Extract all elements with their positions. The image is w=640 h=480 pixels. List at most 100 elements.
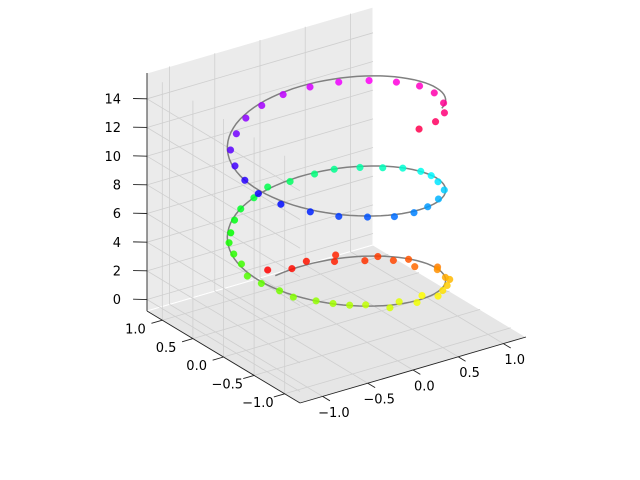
scatter-point: [250, 194, 258, 202]
scatter-point: [446, 275, 454, 284]
scatter-point: [356, 163, 364, 172]
y-tick-label: 0.0: [186, 359, 207, 374]
gridline-left-z: [146, 184, 301, 278]
scatter-point: [361, 257, 369, 265]
scatter-point: [415, 82, 424, 90]
scatter-point: [242, 114, 250, 122]
scatter-point: [330, 257, 339, 266]
scatter-point: [264, 266, 272, 274]
scatter-point: [346, 301, 354, 309]
scatter-point: [365, 76, 373, 85]
scatter-point: [258, 101, 266, 110]
scatter-point: [434, 292, 442, 300]
z-tick-label: 6: [113, 207, 121, 222]
gridline-back-z: [146, 61, 374, 128]
y-tick-mark: [273, 393, 285, 398]
scatter-point: [410, 209, 418, 217]
scatter-point: [227, 229, 235, 237]
scatter-point: [302, 257, 311, 265]
gridline-back-z: [146, 233, 374, 300]
scatter-point: [440, 186, 448, 194]
scatter-point: [415, 125, 423, 133]
z-tick-label: 12: [105, 121, 122, 136]
gridline-floor-y: [253, 309, 481, 376]
y-tick-label: 1.0: [125, 322, 146, 337]
gridline-back-z: [146, 32, 374, 100]
scatter-points: [225, 76, 454, 312]
scatter-point: [230, 216, 239, 224]
y-tick-mark: [181, 338, 194, 343]
scatter-point: [306, 208, 314, 216]
scatter-point: [386, 304, 394, 312]
gridline-back-z: [146, 175, 374, 243]
scatter-point: [413, 298, 421, 307]
gridline-left-z: [146, 270, 301, 364]
gridline-left-z: [146, 241, 301, 335]
x-tick-mark: [322, 396, 331, 402]
gridline-left-z: [146, 127, 301, 220]
x-tick-label: −0.5: [363, 393, 395, 408]
z-axis-ticks: 0 2 4 6 8 10 12 14: [105, 93, 148, 308]
scatter-point: [439, 286, 447, 295]
scatter-point: [430, 89, 438, 97]
scatter-point: [363, 213, 372, 221]
y-tick-mark: [151, 319, 163, 324]
gridline-left-z: [146, 213, 301, 306]
scatter-point: [404, 255, 413, 263]
scatter-point: [395, 298, 403, 306]
scatter-point: [237, 205, 245, 213]
scatter-point: [237, 260, 246, 268]
scatter-point: [226, 146, 235, 154]
y-tick-label: 0.5: [156, 341, 177, 356]
scatter-point: [306, 83, 314, 91]
x-tick-label: 0.5: [459, 366, 480, 381]
scatter-point: [443, 281, 451, 290]
x-tick-mark: [503, 343, 511, 349]
gridline-left-z: [146, 155, 301, 249]
scatter-point: [257, 279, 266, 288]
scatter-point: [440, 109, 449, 117]
scatter-point: [329, 299, 337, 308]
x-tick-label: 0.0: [414, 379, 435, 394]
scatter-point: [289, 293, 297, 301]
x-tick-mark: [457, 356, 466, 362]
scatter-point: [332, 251, 340, 259]
x-tick-label: −1.0: [318, 406, 350, 421]
scatter-point: [434, 178, 442, 186]
scatter-point: [431, 118, 440, 126]
scatter-point: [335, 78, 343, 86]
scatter-point: [424, 203, 432, 211]
axes-panes: [145, 6, 528, 404]
scatter-point: [411, 263, 419, 271]
gridline-back-z: [146, 147, 374, 214]
x-axis-ticks: −1.0 −0.5 0.0 0.5 1.0: [318, 343, 525, 421]
scatter-point: [390, 212, 399, 221]
scatter-point: [330, 165, 338, 173]
scatter-point: [399, 164, 407, 172]
scatter-point: [277, 200, 285, 208]
scatter-point: [254, 189, 262, 198]
scatter-point: [374, 252, 382, 261]
y-tick-label: −0.5: [211, 378, 243, 393]
y-tick-mark: [243, 374, 255, 379]
z-tick-label: 0: [113, 293, 121, 308]
z-tick-label: 2: [113, 265, 121, 280]
scatter-point: [433, 265, 441, 274]
scatter-point: [243, 272, 252, 280]
scatter-point: [288, 264, 296, 273]
scatter-point: [275, 287, 284, 295]
scatter-point: [427, 171, 435, 180]
scatter-point: [241, 176, 249, 184]
scatter-point: [439, 99, 448, 107]
scatter-point: [389, 256, 398, 265]
gridline-left-z: [146, 299, 301, 392]
gridline-floor-y: [284, 327, 511, 395]
y-axis-ticks: −1.0 −0.5 0.0 0.5 1.0: [125, 319, 285, 411]
gridline-back-z: [146, 89, 374, 157]
z-tick-label: 4: [113, 236, 121, 251]
scatter-point: [225, 239, 233, 247]
scatter-point: [230, 250, 238, 258]
y-tick-label: −1.0: [242, 396, 274, 411]
scatter-point: [434, 195, 443, 203]
scatter-point: [379, 164, 387, 172]
